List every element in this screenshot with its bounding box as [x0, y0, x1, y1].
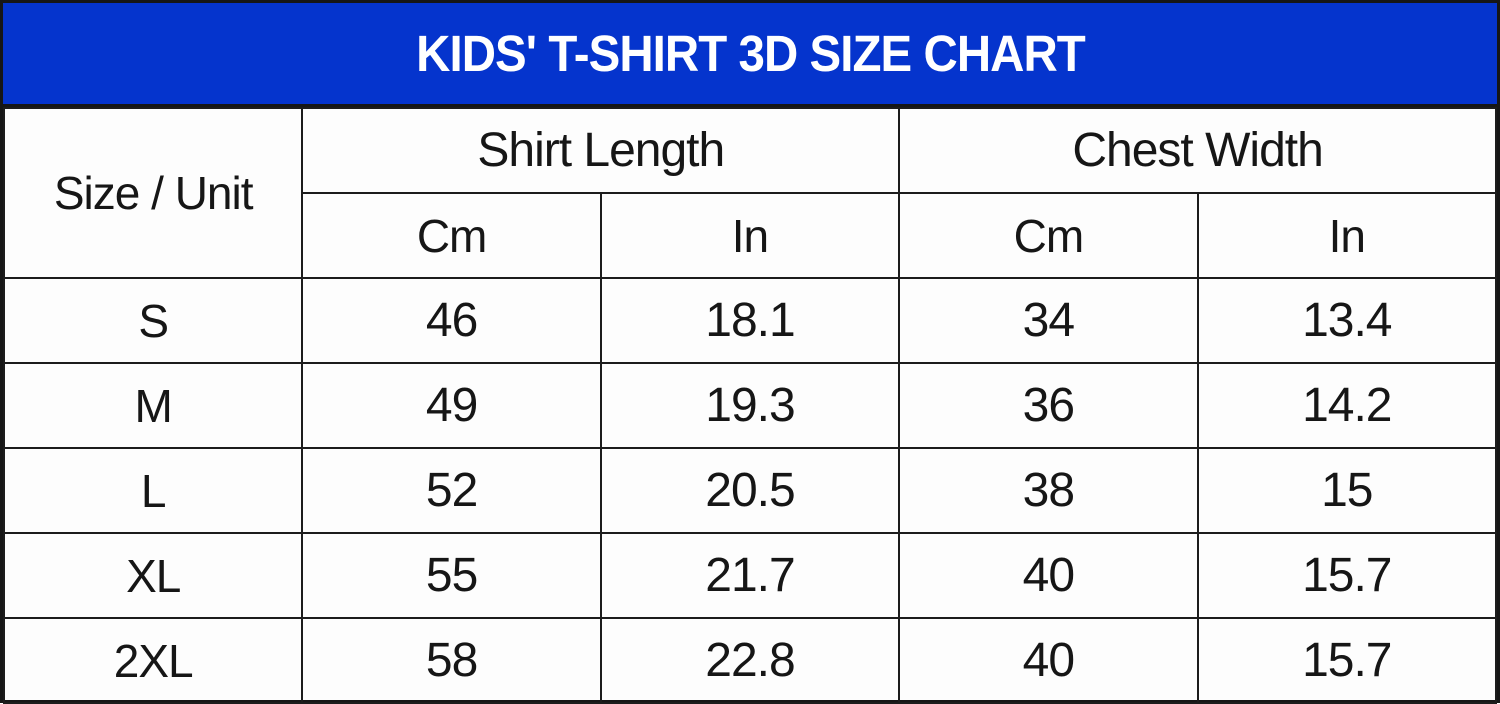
value-cell: 21.7: [599, 532, 901, 619]
unit-header-chest-in: In: [1196, 192, 1498, 279]
unit-header-chest-cm: Cm: [898, 192, 1199, 279]
title-banner: KIDS' T-SHIRT 3D SIZE CHART: [3, 3, 1497, 107]
value-cell: 40: [898, 617, 1199, 704]
size-cell: XL: [2, 532, 304, 619]
value-cell: 15.7: [1196, 532, 1498, 619]
unit-header-row: Cm In Cm In: [4, 192, 1498, 279]
size-cell: L: [2, 447, 304, 534]
table-row: 2XL 58 22.8 40 15.7: [2, 617, 1498, 704]
unit-header-shirt-cm: Cm: [301, 192, 602, 279]
group-header-row: Size / Unit Shirt Length Chest Width: [2, 107, 1497, 279]
corner-header-cell: Size / Unit: [2, 107, 304, 279]
table-row: XL 55 21.7 40 15.7: [2, 532, 1498, 619]
table-row: S 46 18.1 34 13.4: [2, 277, 1498, 364]
value-cell: 14.2: [1196, 362, 1498, 449]
unit-header-shirt-in: In: [599, 192, 901, 279]
value-cell: 38: [898, 447, 1199, 534]
group-header-shirt-length: Shirt Length: [301, 107, 901, 194]
value-cell: 52: [301, 447, 602, 534]
value-cell: 13.4: [1196, 277, 1498, 364]
value-cell: 55: [301, 532, 602, 619]
value-cell: 22.8: [599, 617, 901, 704]
size-chart-table: Size / Unit Shirt Length Chest Width Cm …: [2, 107, 1498, 704]
table-row: L 52 20.5 38 15: [2, 447, 1498, 534]
size-cell: 2XL: [2, 617, 304, 704]
chart-title: KIDS' T-SHIRT 3D SIZE CHART: [415, 25, 1086, 82]
value-cell: 40: [898, 532, 1199, 619]
value-cell: 36: [898, 362, 1199, 449]
value-cell: 20.5: [599, 447, 901, 534]
value-cell: 19.3: [599, 362, 901, 449]
value-cell: 15: [1196, 447, 1498, 534]
value-cell: 49: [301, 362, 602, 449]
value-cell: 18.1: [599, 277, 901, 364]
size-cell: S: [2, 277, 304, 364]
value-cell: 46: [301, 277, 602, 364]
table-row: M 49 19.3 36 14.2: [2, 362, 1498, 449]
size-cell: M: [2, 362, 304, 449]
value-cell: 34: [898, 277, 1199, 364]
value-cell: 58: [301, 617, 602, 704]
value-cell: 15.7: [1196, 617, 1498, 704]
group-header-chest-width: Chest Width: [898, 107, 1497, 194]
